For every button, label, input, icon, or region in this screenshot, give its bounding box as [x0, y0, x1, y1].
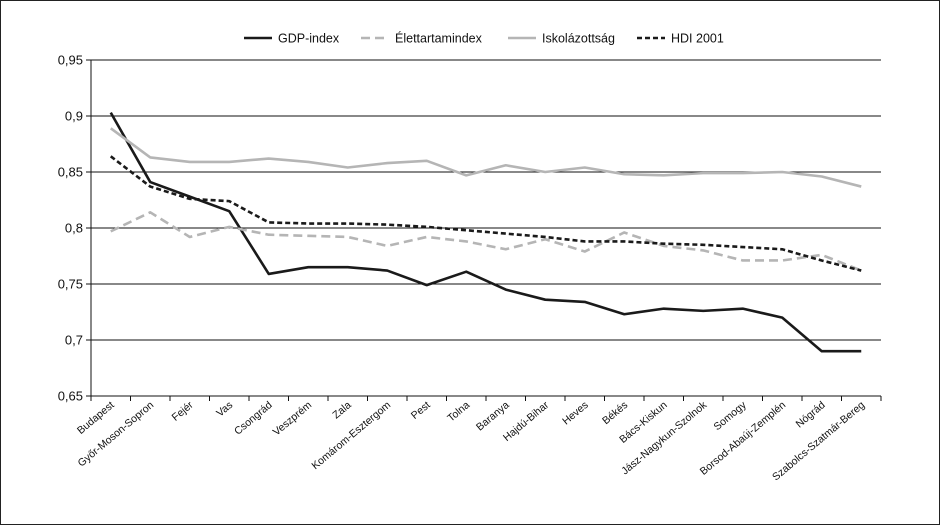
series-line-gdp-index [109, 111, 862, 353]
x-tick-label: Nógrád [794, 399, 828, 430]
series-lines [109, 111, 862, 353]
x-tick-label: Csongrád [232, 399, 275, 438]
y-tick-label: 0,85 [58, 165, 83, 180]
legend-label: Iskolázottság [542, 32, 615, 46]
y-tick-label: 0,7 [65, 333, 83, 348]
gridlines [91, 59, 881, 397]
legend: GDP-index Élettartamindex Iskolázottság HDI… [244, 31, 724, 46]
x-tick-label: Veszprém [271, 399, 315, 438]
x-tick-label: Tolna [445, 399, 472, 424]
series-line-hdi-2001 [109, 155, 862, 272]
y-tick-label: 0,65 [58, 389, 83, 404]
y-tick-label: 0,8 [65, 221, 83, 236]
x-tick-label: Somogy [711, 399, 749, 433]
y-tick-label: 0,75 [58, 277, 83, 292]
legend-label: HDI 2001 [671, 32, 724, 46]
x-tick-label: Győr-Moson-Sopron [76, 399, 157, 469]
y-tick-label: 0,9 [65, 109, 83, 124]
x-tick-label: Pest [409, 399, 433, 422]
x-tick-label: Békés [600, 399, 630, 427]
x-tick-label: Zala [330, 399, 353, 421]
x-tick-label: Fejér [170, 399, 196, 424]
x-tick-label: Heves [560, 399, 591, 427]
y-axis: 0,65 0,7 0,75 0,8 0,85 0,9 0,95 [58, 53, 92, 404]
legend-label: Élettartamindex [395, 31, 483, 46]
legend-label: GDP-index [278, 32, 340, 46]
series-line-iskol-zotts-g [109, 127, 862, 188]
x-tick-label: Vas [214, 399, 235, 419]
series-line--lettartamindex [110, 211, 862, 272]
x-tick-label: Baranya [474, 399, 512, 433]
y-tick-label: 0,95 [58, 53, 83, 68]
